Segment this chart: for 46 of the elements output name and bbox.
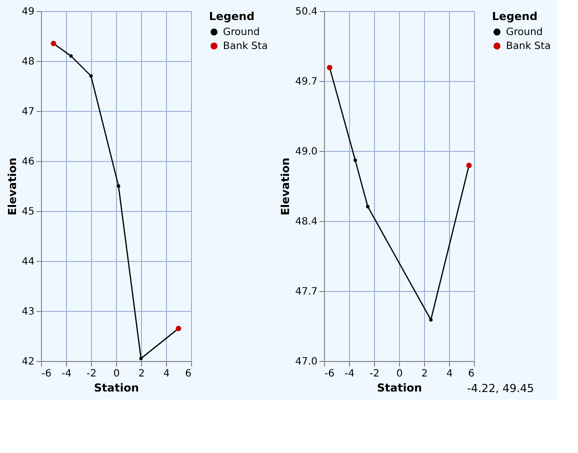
x-tick-label: 6 [185,368,192,380]
y-tick-label: 45 [22,206,34,218]
x-tick-label: 6 [468,368,474,380]
x-tick-label: -2 [86,368,96,380]
y-tick-label: 47 [22,106,34,118]
x-tick-label: 4 [163,368,170,380]
y-tick-label: 48 [22,56,34,68]
text: -4.22, 49.45 [467,382,534,395]
point [139,356,143,360]
y-axis-title: Elevation [6,158,19,216]
point [354,158,357,162]
legend-label: Ground [506,27,543,38]
legend-label: Bank Sta [506,41,551,52]
point [69,54,73,58]
y-tick-label: 47.7 [295,286,318,298]
x-tick-label: 4 [446,368,453,380]
y-tick-label: 42 [22,356,34,368]
y-tick-label: 49.0 [295,146,318,158]
legend-label: Bank Sta [223,41,268,52]
x-tick-label: -2 [370,368,380,380]
x-tick-label: -6 [324,368,334,380]
x-tick-label: 2 [138,368,145,380]
point [429,318,433,322]
x-tick-label: 2 [421,368,428,380]
y-axis-title: Elevation [279,158,292,216]
y-tick-label: 49 [22,6,34,18]
x-axis-title: Station [376,382,422,394]
legend-title: Legend [209,10,255,23]
y-tick-label: 49.7 [295,76,318,88]
y-tick-label: 47.0 [295,356,318,368]
y-tick-label: 46 [22,156,34,168]
legend-title: Legend [492,10,538,23]
x-tick-label: 0 [113,368,120,380]
y-tick-label: 50.4 [295,6,318,18]
y-tick-label: 44 [22,256,34,268]
legend-label: Ground [223,27,260,38]
point [366,204,370,208]
x-tick-label: 0 [396,368,403,380]
x-tick-label: -4 [344,368,354,380]
y-tick-label: 48.4 [295,216,318,228]
point [89,74,93,78]
x-tick-label: -4 [62,368,72,380]
y-tick-label: 43 [22,306,34,318]
point [116,184,120,188]
x-tick-label: -6 [42,368,52,380]
x-axis-title: Station [94,382,140,394]
